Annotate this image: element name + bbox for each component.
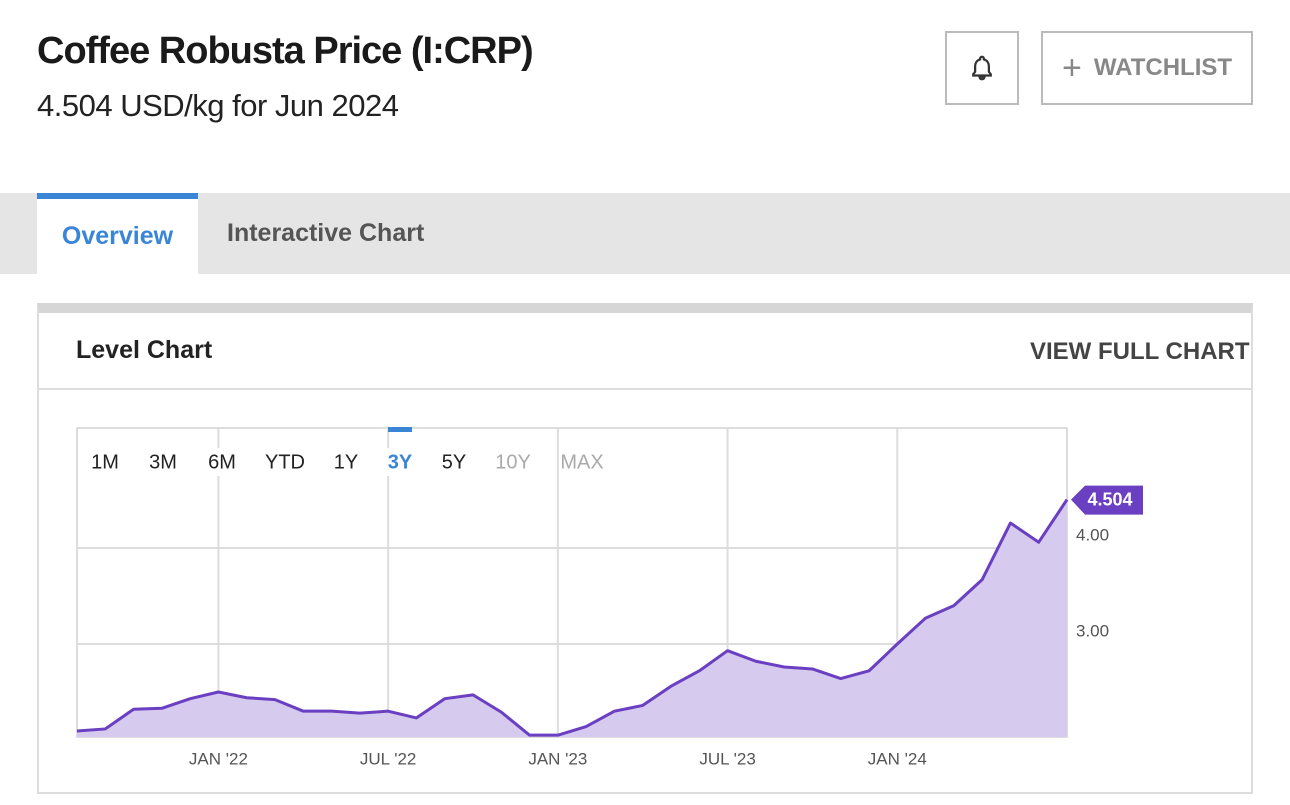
bell-icon <box>972 55 992 81</box>
view-full-chart-link[interactable]: VIEW FULL CHART <box>1030 338 1250 365</box>
chart-card <box>37 303 1253 794</box>
tab[interactable]: Overview <box>37 193 198 274</box>
watchlist-label: WATCHLIST <box>1093 54 1233 81</box>
plus-icon: + <box>1061 48 1082 87</box>
price-subtitle: 4.504 USD/kg for Jun 2024 <box>37 88 399 123</box>
tab[interactable]: Interactive Chart <box>227 219 425 247</box>
tab-bar <box>0 193 1290 274</box>
card-header <box>39 313 1251 390</box>
watchlist-button[interactable]: + WATCHLIST <box>1041 31 1253 105</box>
page-title: Coffee Robusta Price (I:CRP) <box>37 30 534 72</box>
card-title: Level Chart <box>76 336 213 364</box>
alert-button[interactable] <box>945 31 1019 105</box>
